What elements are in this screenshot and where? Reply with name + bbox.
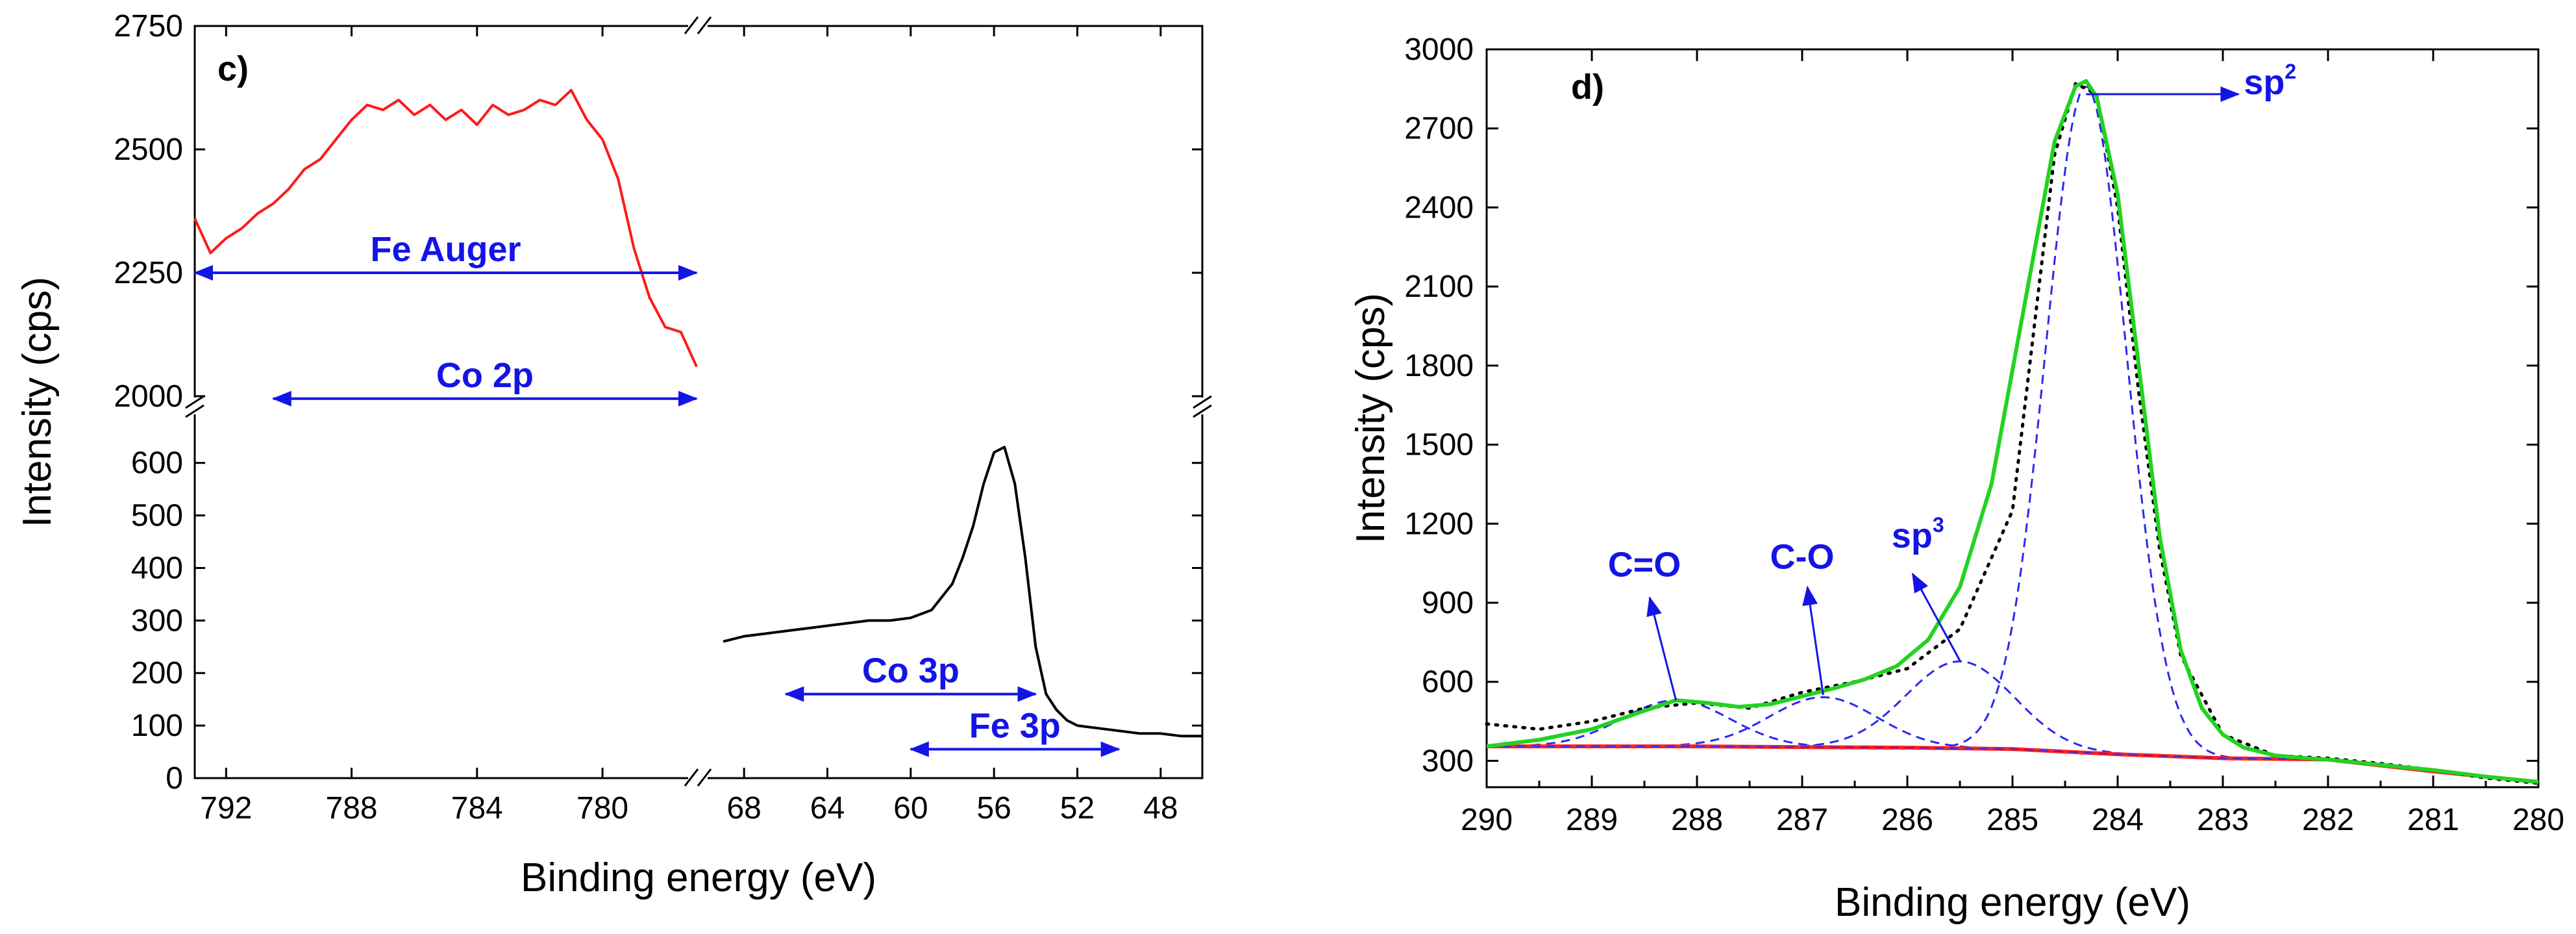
y-tick-label: 300 bbox=[131, 603, 183, 638]
arrow-c-double-o bbox=[1646, 596, 1678, 701]
y-tick-label: 2250 bbox=[114, 256, 183, 290]
x-tick-label: 64 bbox=[810, 791, 845, 826]
arrow-sp3 bbox=[1911, 572, 1961, 661]
x-tick-label: 56 bbox=[976, 791, 1011, 826]
label-sp2: sp2 bbox=[2244, 60, 2296, 102]
raw-data-points bbox=[1485, 81, 2540, 785]
panel-c-ticks: 792 788 784 780 68 64 60 56 52 482000225025002750… bbox=[114, 9, 1202, 826]
x-tick-label: 290 bbox=[1461, 803, 1513, 837]
annotation-label: Fe 3p bbox=[969, 707, 1061, 746]
panel-d-ticks: 290 289 288 287 286 285 284 283 282 281 280 300 600 9… bbox=[1404, 32, 2564, 837]
y-tick-label: 600 bbox=[131, 446, 183, 481]
x-tick-label: 52 bbox=[1060, 791, 1095, 826]
y-tick-label: 600 bbox=[1422, 665, 1474, 700]
x-tick-label: 792 bbox=[200, 791, 252, 826]
panel-c-x-axis-title: Binding energy (eV) bbox=[521, 855, 876, 900]
x-tick-label: 288 bbox=[1671, 803, 1723, 837]
x-tick-label: 289 bbox=[1566, 803, 1618, 837]
x-tick-label: 60 bbox=[893, 791, 928, 826]
x-tick-label: 287 bbox=[1776, 803, 1828, 837]
y-tick-label: 100 bbox=[131, 709, 183, 743]
y-tick-label: 2100 bbox=[1404, 270, 1474, 304]
y-tick-label: 1500 bbox=[1404, 428, 1474, 462]
panel-d-label: d) bbox=[1571, 68, 1604, 107]
background-dashed-overlay bbox=[1487, 746, 2539, 783]
component-sp2-curve bbox=[1487, 86, 2534, 783]
y-tick-label: 400 bbox=[131, 551, 183, 585]
co-fe-3p-trace bbox=[723, 446, 1202, 738]
y-tick-label: 0 bbox=[166, 761, 183, 796]
panel-d-annotations: C=O C-O sp3 sp2 bbox=[1608, 60, 2296, 701]
annotation-label: Co 2p bbox=[436, 356, 534, 395]
panel-d-frame bbox=[1485, 48, 2540, 789]
panel-d: 290 289 288 287 286 285 284 283 282 281 280 300 600 9… bbox=[1348, 32, 2564, 925]
panel-d-traces bbox=[1485, 79, 2540, 785]
annotation-label: Co 3p bbox=[862, 651, 960, 690]
panel-c-traces bbox=[193, 88, 1202, 738]
x-tick-label: 282 bbox=[2302, 803, 2354, 837]
panel-d-x-axis-title: Binding energy (eV) bbox=[1835, 880, 2190, 925]
x-axis-break-bottom bbox=[684, 768, 712, 787]
fit-envelope-curve bbox=[1486, 79, 2539, 784]
x-tick-label: 285 bbox=[1987, 803, 2038, 837]
x-tick-label: 48 bbox=[1143, 791, 1178, 826]
arrow-c-o bbox=[1802, 585, 1824, 696]
y-tick-label: 200 bbox=[131, 656, 183, 690]
x-tick-label: 280 bbox=[2512, 803, 2564, 837]
label-sp3: sp3 bbox=[1892, 513, 1944, 555]
label-c-o: C-O bbox=[1770, 537, 1835, 576]
panel-d-y-axis-title: Intensity (cps) bbox=[1348, 293, 1393, 544]
x-tick-label: 784 bbox=[451, 791, 503, 826]
y-tick-label: 2400 bbox=[1404, 190, 1474, 225]
x-tick-label: 284 bbox=[2092, 803, 2144, 837]
y-tick-label: 2000 bbox=[114, 379, 183, 414]
y-tick-label: 3000 bbox=[1404, 32, 1474, 67]
y-tick-label: 300 bbox=[1422, 744, 1474, 778]
fe-auger-trace bbox=[193, 88, 698, 368]
y-tick-label: 2500 bbox=[114, 133, 183, 167]
panel-c-frame bbox=[193, 25, 1204, 779]
panel-c: 792 788 784 780 68 64 60 56 52 482000225025002750… bbox=[15, 9, 1212, 900]
x-tick-label: 286 bbox=[1881, 803, 1933, 837]
y-axis-break-left bbox=[185, 395, 204, 418]
y-tick-label: 900 bbox=[1422, 586, 1474, 620]
x-tick-label: 788 bbox=[326, 791, 378, 826]
x-axis-break-top bbox=[684, 16, 712, 34]
x-tick-label: 68 bbox=[726, 791, 761, 826]
y-tick-label: 500 bbox=[131, 499, 183, 533]
y-tick-label: 2700 bbox=[1404, 112, 1474, 146]
y-tick-label: 1800 bbox=[1404, 349, 1474, 383]
label-c-double-o: C=O bbox=[1608, 545, 1681, 584]
y-tick-label: 2750 bbox=[114, 9, 183, 44]
x-tick-label: 283 bbox=[2197, 803, 2249, 837]
x-tick-label: 281 bbox=[2407, 803, 2459, 837]
y-tick-label: 1200 bbox=[1404, 507, 1474, 541]
panel-c-label: c) bbox=[217, 49, 249, 88]
annotation-label: Fe Auger bbox=[370, 230, 521, 269]
y-axis-break-right bbox=[1193, 395, 1212, 418]
x-tick-label: 780 bbox=[576, 791, 628, 826]
panel-c-y-axis-title: Intensity (cps) bbox=[15, 277, 60, 527]
